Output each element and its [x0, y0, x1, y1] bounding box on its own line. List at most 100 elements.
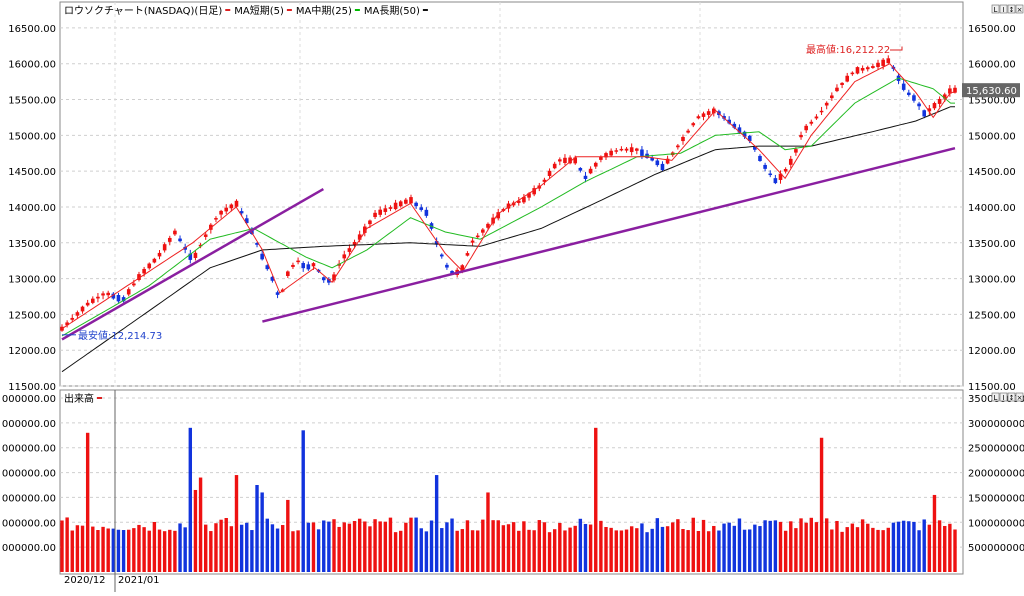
candle-body [157, 252, 162, 257]
candle-body [932, 103, 937, 109]
volume-tick-left: 000000.00 [2, 394, 56, 405]
candle-body [552, 163, 557, 169]
panel-button[interactable] [999, 392, 1008, 402]
panel-button[interactable] [1015, 4, 1024, 14]
volume-bar [629, 526, 634, 572]
panel-button[interactable] [999, 4, 1008, 14]
candle-body [845, 75, 850, 82]
volume-bar [486, 492, 490, 572]
volume-bar [255, 485, 259, 572]
candle-body [660, 163, 665, 171]
candle-body [445, 264, 449, 268]
low-annotation: 最安値:12,214.73 [78, 329, 162, 342]
candle-body [286, 271, 290, 276]
legend-swatch [422, 9, 428, 11]
candle-body [352, 241, 357, 246]
volume-bar [121, 530, 126, 572]
volume-bar [198, 477, 203, 572]
volume-bar [111, 528, 116, 572]
volume-bar [419, 528, 423, 572]
candle-body [922, 110, 927, 117]
candle-body [506, 203, 511, 209]
x-label-2020-12: 2020/12 [64, 575, 106, 586]
candle-body [650, 157, 655, 161]
candle-body [527, 193, 531, 198]
volume-bar [173, 530, 177, 572]
volume-bar [753, 524, 757, 572]
panel-button-label: L [994, 6, 998, 14]
volume-bar [229, 526, 234, 572]
candle-body [342, 254, 347, 259]
candle-body [491, 217, 495, 224]
volume-bar [193, 489, 198, 572]
volume-bar [280, 525, 285, 572]
volume-bar [60, 520, 64, 572]
volume-tick-left: 000000.00 [2, 518, 56, 529]
volume-bar [373, 519, 377, 572]
volume-bar [660, 526, 665, 572]
panel-button[interactable] [1007, 4, 1016, 14]
candle-body [332, 274, 336, 281]
candle-body [542, 179, 547, 182]
candle-body [60, 326, 64, 331]
volume-bar [640, 523, 644, 572]
volume-bar [270, 524, 275, 572]
candle-body [558, 159, 562, 162]
current-value-box [962, 83, 1020, 98]
volume-bar [686, 530, 690, 572]
volume-bar [932, 494, 937, 572]
volume-bar [306, 522, 311, 572]
legend-item-3: MA長期(50) [364, 5, 420, 17]
candle-body [296, 260, 300, 263]
volume-bar [91, 526, 95, 572]
volume-bar [116, 529, 121, 572]
candle-body [75, 312, 80, 316]
volume-bar [409, 517, 413, 572]
volume-bar [481, 519, 485, 572]
volume-bar [75, 525, 80, 572]
panel-button[interactable] [1015, 392, 1024, 402]
volume-bar [542, 522, 547, 572]
volume-bar [840, 531, 844, 572]
volume-bar [106, 528, 110, 572]
volume-bar [260, 492, 264, 572]
candle-body [783, 168, 788, 172]
price-tick-left: 14000.00 [8, 203, 56, 214]
candle-body [855, 67, 860, 74]
candle-body [917, 103, 921, 107]
candle-body [747, 135, 752, 142]
candle-body [588, 168, 593, 174]
panel-button[interactable] [991, 392, 1000, 402]
candle-body [234, 200, 239, 207]
volume-bar [142, 527, 146, 572]
candle-body [147, 263, 152, 269]
volume-bar [532, 530, 536, 572]
candle-body [90, 298, 95, 303]
candle-body [424, 209, 429, 216]
price-tick-left: 16500.00 [8, 24, 56, 35]
volume-bar [937, 520, 942, 572]
volume-bar [137, 524, 141, 572]
price-tick-right: 15000.00 [968, 131, 1016, 142]
candle-body [758, 155, 762, 161]
volume-bar [655, 518, 660, 572]
volume-bar [234, 475, 239, 572]
price-tick-left: 15000.00 [8, 131, 56, 142]
candle-body [85, 302, 90, 306]
candle-body [481, 229, 485, 233]
volume-tick-left: 000000.00 [2, 419, 56, 430]
panel-button[interactable] [1007, 392, 1016, 402]
volume-bar [332, 519, 336, 572]
candle-body [655, 160, 660, 166]
candle-body [629, 147, 634, 153]
price-tick-right: 12000.00 [968, 346, 1016, 357]
volume-bar [773, 520, 778, 572]
volume-bar [537, 520, 541, 572]
price-tick-left: 15500.00 [8, 96, 56, 107]
panel-button[interactable] [991, 4, 1000, 14]
candle-body [229, 204, 234, 209]
legend-item-1: MA短期(5) [234, 4, 284, 17]
volume-bar [368, 526, 372, 572]
candle-body [522, 196, 526, 203]
volume-bar [799, 518, 803, 572]
